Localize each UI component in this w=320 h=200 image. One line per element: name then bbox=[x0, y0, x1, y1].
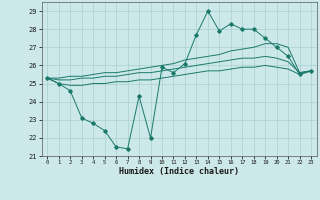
X-axis label: Humidex (Indice chaleur): Humidex (Indice chaleur) bbox=[119, 167, 239, 176]
